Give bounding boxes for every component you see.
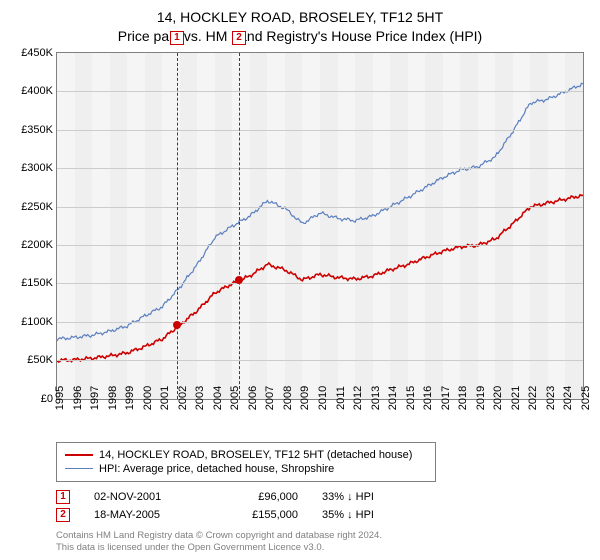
sales-table: 1 02-NOV-2001 £96,000 33% ↓ HPI 2 18-MAY… — [56, 490, 594, 522]
chart-lines — [57, 53, 583, 399]
footer-licence: This data is licensed under the Open Gov… — [56, 542, 594, 554]
y-axis: £0£50K£100K£150K£200K£250K£300K£350K£400… — [7, 53, 55, 399]
sale-marker-icon: 1 — [56, 490, 70, 504]
x-axis: 1995199619971998199920002001200220032004… — [50, 398, 590, 438]
legend: 14, HOCKLEY ROAD, BROSELEY, TF12 5HT (de… — [56, 442, 436, 482]
sale-date: 02-NOV-2001 — [94, 491, 204, 503]
sale-row: 1 02-NOV-2001 £96,000 33% ↓ HPI — [56, 490, 594, 504]
legend-item-property: 14, HOCKLEY ROAD, BROSELEY, TF12 5HT (de… — [65, 449, 427, 461]
legend-label: 14, HOCKLEY ROAD, BROSELEY, TF12 5HT (de… — [99, 449, 412, 461]
footer: Contains HM Land Registry data © Crown c… — [56, 530, 594, 555]
legend-swatch — [65, 468, 93, 469]
sale-vs-hpi: 35% ↓ HPI — [322, 509, 432, 521]
footer-copyright: Contains HM Land Registry data © Crown c… — [56, 530, 594, 542]
series-hpi — [57, 83, 583, 341]
sale-marker-1: 1 — [170, 31, 184, 45]
sale-date: 18-MAY-2005 — [94, 509, 204, 521]
price-chart: £0£50K£100K£150K£200K£250K£300K£350K£400… — [56, 52, 584, 400]
legend-label: HPI: Average price, detached house, Shro… — [99, 463, 334, 475]
sale-marker-2: 2 — [232, 31, 246, 45]
sale-price: £96,000 — [228, 491, 298, 503]
sale-marker-icon: 2 — [56, 508, 70, 522]
legend-item-hpi: HPI: Average price, detached house, Shro… — [65, 463, 427, 475]
series-property — [57, 195, 583, 362]
chart-title: 14, HOCKLEY ROAD, BROSELEY, TF12 5HT Pri… — [6, 8, 594, 46]
sale-price: £155,000 — [228, 509, 298, 521]
title-subtitle: Price paid vs. HM Land Registry's House … — [6, 27, 594, 46]
sale-vs-hpi: 33% ↓ HPI — [322, 491, 432, 503]
sale-row: 2 18-MAY-2005 £155,000 35% ↓ HPI — [56, 508, 594, 522]
legend-swatch — [65, 454, 93, 456]
title-address: 14, HOCKLEY ROAD, BROSELEY, TF12 5HT — [6, 8, 594, 27]
